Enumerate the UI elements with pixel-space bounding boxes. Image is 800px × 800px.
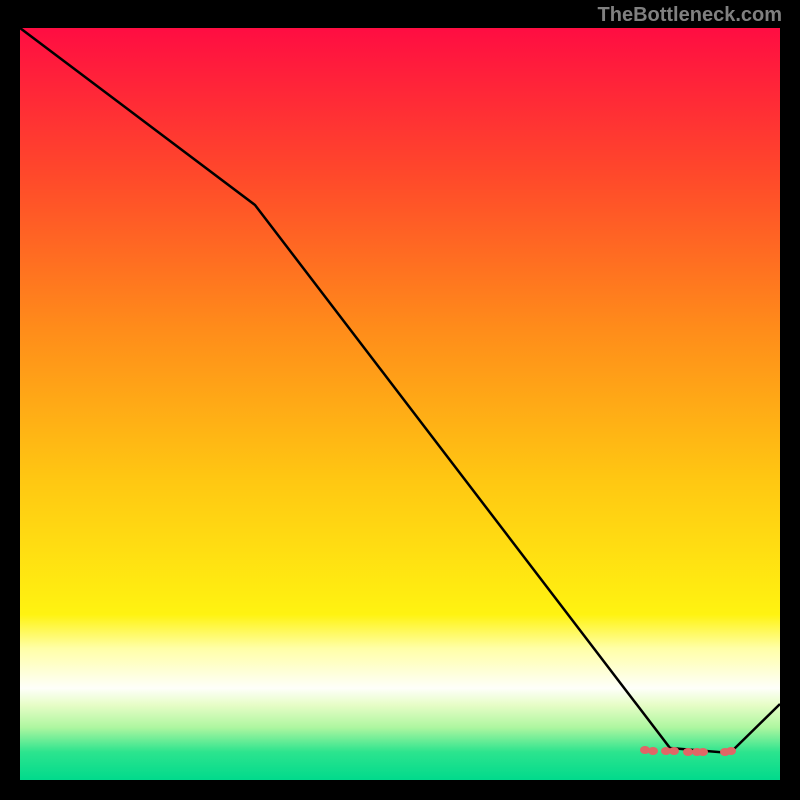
chart-container: TheBottleneck.com [0,0,800,800]
marker-point [698,748,708,756]
chart-svg [0,0,800,800]
marker-point [726,747,736,755]
marker-point [683,748,693,756]
marker-point [648,747,658,755]
watermark-text: TheBottleneck.com [598,4,782,27]
marker-point [669,747,679,755]
plot-background [20,28,780,780]
